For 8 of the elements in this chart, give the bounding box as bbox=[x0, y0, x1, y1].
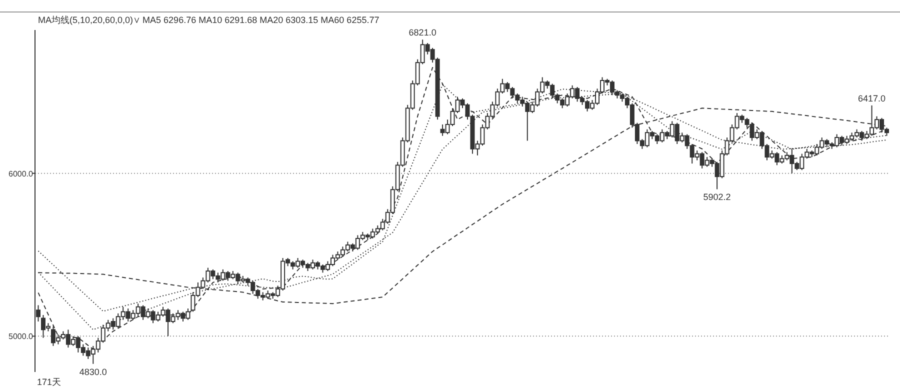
annotation: 6417.0 bbox=[858, 93, 886, 104]
y-tick-label: 6000.0 bbox=[8, 169, 34, 178]
text: 171天 bbox=[37, 377, 62, 387]
text: MA均线(5,10,20,60,0,0)∨ MA5 6296.76 MA10 6291.68 MA20 6303.15 MA60 6255.77 bbox=[38, 15, 380, 25]
annotation: 5902.2 bbox=[703, 192, 731, 202]
annotation: 6821.0 bbox=[408, 28, 436, 38]
y-tick-label: 5000.0 bbox=[8, 332, 34, 342]
annotation: 4830.0 bbox=[79, 366, 107, 377]
